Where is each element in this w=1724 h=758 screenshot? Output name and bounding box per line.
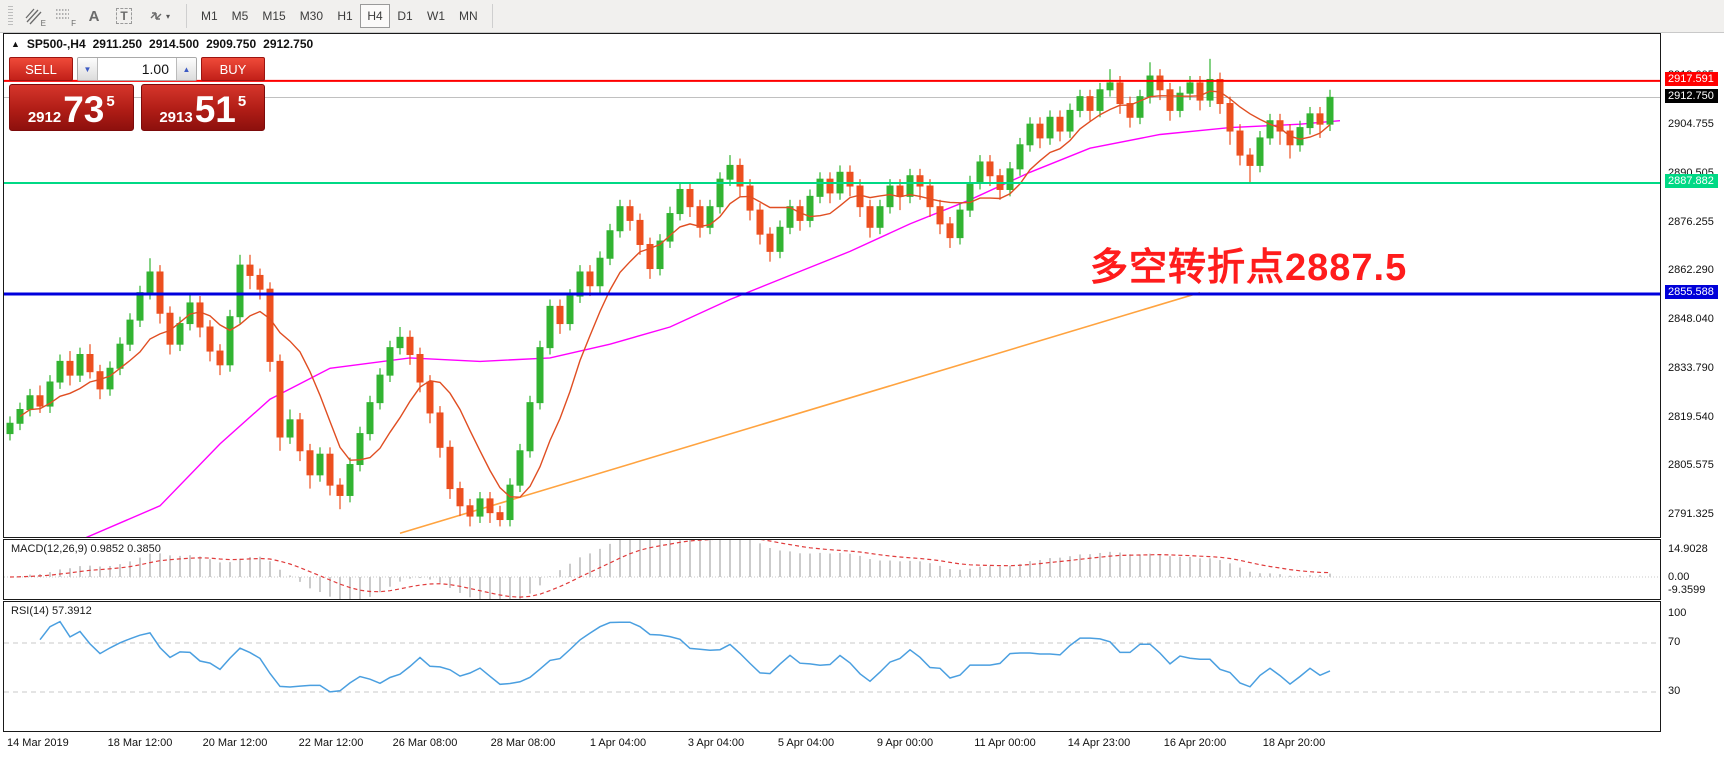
price-line-badge: 2917.591 [1665,72,1718,86]
toolbar-separator [491,4,493,28]
timeframe-h4[interactable]: H4 [360,4,391,28]
macd-axis-label: 0.00 [1668,571,1690,583]
text-icon[interactable]: A [88,7,100,25]
price-axis-label: 2805.575 [1668,459,1714,471]
candlestick-chart[interactable] [4,34,1660,537]
icon-sub-f: F [71,19,76,28]
timeframe-m15[interactable]: M15 [255,4,292,28]
date-axis-label: 18 Mar 12:00 [107,737,173,749]
price-axis-label: 2791.325 [1668,508,1714,520]
chart-header: ▲ SP500-,H4 2911.250 2914.500 2909.750 2… [11,37,313,51]
dropdown-caret-icon: ▾ [165,11,170,21]
toolbar-grip[interactable] [8,6,13,26]
collapse-triangle-icon[interactable]: ▲ [11,39,20,49]
macd-label: MACD(12,26,9) 0.9852 0.3850 [11,543,161,555]
ohlc-low: 2909.750 [206,37,257,51]
timeframe-h1[interactable]: H1 [330,4,360,28]
ohlc-high: 2914.500 [149,37,200,51]
timeframe-m30[interactable]: M30 [293,4,330,28]
price-axis-label: 2862.290 [1668,264,1714,276]
rsi-pane[interactable]: RSI(14) 57.3912 [3,601,1661,732]
price-axis-label: 2819.540 [1668,411,1714,423]
timeframe-d1[interactable]: D1 [390,4,420,28]
price-axis-label: 2904.755 [1668,118,1714,130]
ohlc-open: 2911.250 [92,37,143,51]
one-click-trade-panel: SELL ▼ ▲ BUY 2912 73 5 2913 51 5 [9,57,265,131]
sell-price-prefix: 2912 [27,109,62,126]
date-axis-label: 14 Mar 2019 [7,737,69,749]
price-line-badge: 2912.750 [1665,89,1718,103]
date-axis: 14 Mar 2019 18 Mar 12:00 20 Mar 12:00 22 Ma… [3,733,1661,758]
timeframe-m5[interactable]: M5 [225,4,256,28]
volume-control: ▼ ▲ [77,57,197,81]
timeframe-w1[interactable]: W1 [420,4,452,28]
timeframe-mn[interactable]: MN [452,4,485,28]
rsi-chart[interactable] [4,602,1660,731]
date-axis-label: 5 Apr 04:00 [777,737,835,749]
cursor-arrows-icon[interactable]: ▾ [139,3,179,29]
date-axis-label: 18 Apr 20:00 [1262,737,1326,749]
chart-window: ▲ SP500-,H4 2911.250 2914.500 2909.750 2… [0,33,1724,758]
buy-price-box[interactable]: 2913 51 5 [140,84,265,131]
sell-price-box[interactable]: 2912 73 5 [9,84,134,131]
rsi-label: RSI(14) 57.3912 [11,605,92,617]
rsi-axis-label: 30 [1668,685,1681,697]
date-axis-label: 16 Apr 20:00 [1163,737,1227,749]
sell-price-big: 73 [63,89,105,131]
rsi-axis-label: 70 [1668,636,1681,648]
toolbar: E F A T ▾ M1 M5 M15 M30 H1 H4 D1 W1 MN [0,0,1724,33]
macd-chart[interactable] [4,540,1660,599]
sell-button[interactable]: SELL [9,57,73,81]
chart-annotation-text: 多空转折点2887.5 [1090,247,1408,289]
sell-price-sup: 5 [106,93,115,110]
main-chart-pane[interactable]: ▲ SP500-,H4 2911.250 2914.500 2909.750 2… [3,33,1661,538]
macd-pane[interactable]: MACD(12,26,9) 0.9852 0.3850 [3,539,1661,600]
buy-price-sup: 5 [237,93,247,110]
date-axis-label: 1 Apr 04:00 [589,737,647,749]
buy-price-prefix: 2913 [159,109,193,126]
symbol-label: SP500-,H4 [26,37,86,51]
macd-axis-label: -9.3599 [1668,584,1706,596]
date-axis-label: 14 Apr 23:00 [1067,737,1131,749]
price-line-badge: 2887.882 [1665,174,1718,188]
price-axis: 2919.0052904.7552890.5052876.2552862.290… [1663,33,1724,758]
date-axis-label: 28 Mar 08:00 [490,737,556,749]
ohlc-close: 2912.750 [263,37,314,51]
rsi-axis-label: 100 [1668,607,1687,619]
buy-price-big: 51 [194,89,236,131]
equidistant-channel-icon[interactable]: E [19,3,49,29]
timeframe-m1[interactable]: M1 [194,4,225,28]
date-axis-label: 26 Mar 08:00 [392,737,458,749]
price-line-badge: 2855.588 [1665,285,1718,299]
fibonacci-retracement-icon[interactable]: F [49,3,79,29]
date-axis-label: 20 Mar 12:00 [202,737,268,749]
volume-decrease-button[interactable]: ▼ [78,58,98,80]
volume-input[interactable] [98,58,176,80]
volume-increase-button[interactable]: ▲ [176,58,196,80]
macd-axis-label: 14.9028 [1668,543,1708,555]
date-axis-label: 11 Apr 00:00 [974,737,1036,749]
date-axis-label: 3 Apr 04:00 [687,737,745,749]
date-axis-label: 22 Mar 12:00 [298,737,364,749]
toolbar-separator [186,4,187,28]
date-axis-label: 9 Apr 00:00 [876,737,934,749]
price-axis-label: 2876.255 [1668,216,1714,228]
buy-button[interactable]: BUY [201,57,265,81]
text-label-icon[interactable]: T [109,3,139,29]
icon-sub-e: E [40,19,46,28]
price-axis-label: 2833.790 [1668,362,1714,374]
price-axis-label: 2848.040 [1668,313,1714,325]
